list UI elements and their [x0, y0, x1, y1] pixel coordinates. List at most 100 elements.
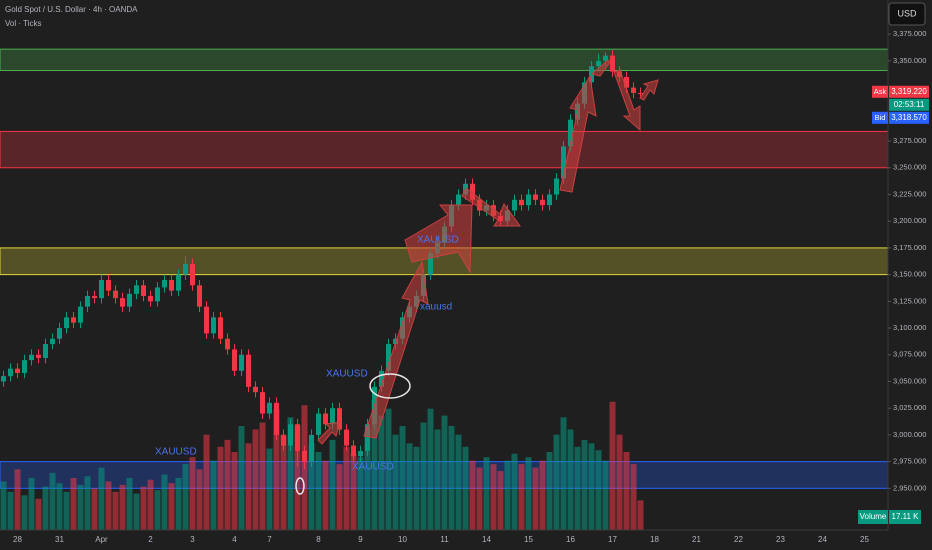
candle-body: [197, 285, 202, 307]
x-tick-label: 14: [482, 535, 491, 544]
candle-body: [358, 450, 363, 457]
candle-body: [22, 360, 27, 373]
candle-body: [162, 279, 167, 288]
candle-body: [78, 306, 83, 323]
candle-body: [260, 392, 265, 414]
candle-body: [120, 298, 125, 307]
volume-bar: [392, 434, 399, 530]
highlight-ellipse: [295, 477, 305, 495]
x-tick-label: 2: [148, 535, 153, 544]
y-tick-label: 3,150.000: [893, 270, 926, 279]
candle-body: [596, 60, 601, 67]
volume-bar: [245, 443, 252, 530]
arrow: [317, 421, 341, 445]
candle-body: [1, 376, 6, 382]
volume-bar: [518, 464, 525, 530]
candle-body: [211, 317, 216, 334]
volume-bar: [7, 491, 14, 530]
candle-body: [302, 450, 307, 462]
candle-body: [379, 370, 384, 387]
candle-body: [134, 285, 139, 294]
volume-bar: [434, 429, 441, 530]
y-tick-label: 3,225.000: [893, 189, 926, 198]
volume-bar: [567, 429, 574, 530]
volume-bar: [476, 467, 483, 530]
currency-box[interactable]: [888, 2, 926, 26]
candle-body: [386, 344, 391, 371]
volume-value-box: [889, 510, 921, 524]
candle-body: [533, 194, 538, 200]
candle-body: [330, 408, 335, 425]
candle-body: [470, 183, 475, 200]
bid-price: 3,318.570: [891, 113, 927, 122]
candle-body: [428, 253, 433, 275]
volume-bar: [483, 457, 490, 530]
x-tick-label: 28: [13, 535, 22, 544]
volume-bar: [77, 484, 84, 530]
zone: [0, 130, 889, 169]
volume-bar: [70, 478, 77, 530]
candle-body: [15, 368, 20, 373]
volume-bar: [119, 484, 126, 530]
volume-bar: [259, 422, 266, 530]
volume-bar: [525, 457, 532, 530]
volume-bar: [574, 446, 581, 530]
zone: [0, 48, 889, 72]
x-tick-label: 22: [734, 535, 743, 544]
candle-body: [190, 263, 195, 286]
candle-body: [610, 55, 615, 72]
y-tick-label: 3,125.000: [893, 296, 926, 305]
candle-body: [631, 87, 636, 93]
x-tick-label: Apr: [95, 535, 108, 544]
volume-bar: [231, 452, 238, 530]
volume-bar: [385, 408, 392, 530]
volume-bar: [364, 429, 371, 530]
x-tick-label: 24: [818, 535, 827, 544]
zones: [0, 48, 889, 489]
volume-bar: [196, 469, 203, 530]
volume-bar: [378, 415, 385, 530]
volume-bar: [217, 446, 224, 530]
x-tick-label: 11: [440, 535, 449, 544]
bid-tag: [872, 111, 888, 124]
candle-body: [239, 354, 244, 371]
y-tick-label: 3,275.000: [893, 136, 926, 145]
volume-bar: [91, 488, 98, 530]
volume-bar: [630, 464, 637, 530]
volume-bar: [560, 417, 567, 530]
countdown-box: [889, 98, 929, 111]
volume-label-box: [858, 510, 888, 524]
arrow: [363, 260, 429, 439]
bid-name: Bid: [875, 113, 886, 122]
x-tick-label: 3: [190, 535, 195, 544]
volume-bar: [637, 500, 644, 530]
volume-bar: [84, 476, 91, 530]
volume-bar: [112, 491, 119, 530]
volume-bar: [161, 474, 168, 530]
volume-bar: [588, 443, 595, 530]
x-tick-label: 9: [358, 535, 363, 544]
candle-body: [365, 424, 370, 451]
annotation: XAUUSD: [326, 369, 368, 380]
volume-bar: [490, 464, 497, 530]
annotation: XAUUSD: [352, 462, 394, 473]
volume-bar: [420, 422, 427, 530]
candle-body: [316, 413, 321, 435]
volume-bar: [175, 478, 182, 530]
candle-body: [113, 290, 118, 299]
volume-bar: [553, 434, 560, 530]
x-tick-label: 10: [398, 535, 407, 544]
volume-bar: [343, 446, 350, 530]
volume-bar: [462, 446, 469, 530]
volume-bar: [616, 434, 623, 530]
x-tick-label: 31: [55, 535, 64, 544]
volume-bar: [56, 483, 63, 530]
volume-bar: [329, 439, 336, 530]
volume-bar: [539, 460, 546, 530]
volume-bar: [623, 452, 630, 530]
volume-bar: [63, 491, 70, 530]
volume-bar: [504, 460, 511, 530]
volume-bar: [154, 490, 161, 530]
volume-bar: [413, 446, 420, 530]
